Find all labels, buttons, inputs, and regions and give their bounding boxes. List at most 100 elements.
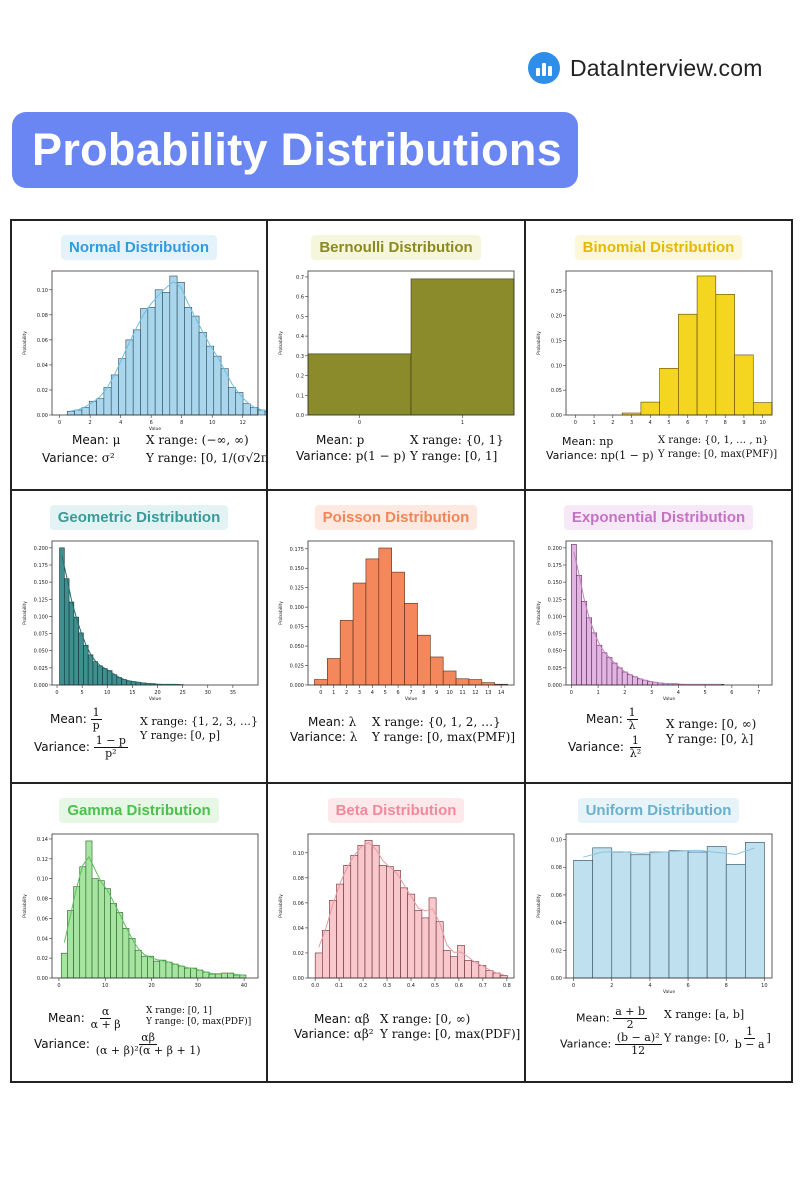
histogram-bar (206, 345, 215, 416)
y-tick-label: 0.00 (293, 976, 304, 982)
y-tick-label: 0.06 (293, 901, 304, 907)
y-tick-label: 0.125 (548, 597, 562, 603)
grid-border-top (10, 219, 793, 221)
histogram-bar (365, 558, 380, 686)
panel-title: Binomial Distribution (574, 235, 743, 260)
histogram-bar (97, 880, 105, 979)
x-tick-label: 0.1 (335, 983, 343, 989)
histogram-bar (111, 674, 118, 686)
y-tick-label: 0.200 (548, 546, 562, 552)
panel-gamma: Gamma Distribution 0.00 0.02 0.04 0.06 0.08 0… (12, 784, 266, 1081)
histogram-bar (97, 665, 103, 686)
x-tick-label: 4 (677, 690, 680, 696)
y-tick-label: 0.10 (37, 288, 48, 294)
x-tick-label: 1 (597, 690, 600, 696)
x-tick-label: 20 (148, 983, 154, 989)
histogram-bar (378, 547, 392, 686)
x-tick-label: 0.0 (311, 983, 319, 989)
uniform-chart: 0.00 0.02 0.04 0.06 0.08 0.10 0 2 4 6 8 10 Probabili… (536, 833, 773, 994)
x-tick-label: 40 (241, 983, 247, 989)
variance-formula: αβ² (353, 1027, 374, 1041)
x-tick-label: 6 (686, 420, 689, 426)
yrange-value: [0, 1/(σ√2π)] (201, 451, 266, 465)
x-tick-label: 4 (371, 690, 374, 696)
histogram-bar (391, 571, 405, 686)
y-tick-label: 0.150 (34, 580, 48, 586)
y-tick-label: 0.10 (551, 363, 562, 369)
yrange-denominator: b − a (734, 1038, 765, 1051)
histogram-bar (485, 970, 494, 979)
panel-title: Bernoulli Distribution (311, 235, 481, 260)
normal-chart: 0.00 0.02 0.04 0.06 0.08 0.10 0 2 4 6 8 10 12 Probabi… (22, 270, 266, 431)
histogram-bar (352, 582, 367, 686)
variance-formula: p(1 − p) (355, 449, 406, 463)
histogram-bar (81, 407, 90, 416)
y-tick-label: 0.06 (37, 338, 48, 344)
histogram-bar (104, 888, 111, 979)
histogram-bar (339, 620, 354, 686)
histogram-bar (239, 974, 247, 979)
y-tick-label: 0.15 (551, 339, 562, 345)
x-tick-label: 3 (650, 690, 653, 696)
x-tick-label: 5 (81, 690, 84, 696)
panel-title: Geometric Distribution (49, 505, 229, 530)
y-tick-label: 0.08 (551, 865, 562, 871)
x-tick-label: 0 (55, 690, 58, 696)
histogram-bar (632, 676, 638, 686)
histogram-bar (242, 403, 251, 416)
histogram-bar (336, 883, 344, 979)
xrange-value: {1, 2, 3, …} (191, 715, 258, 728)
histogram-bar (314, 679, 328, 686)
x-tick-label: 8 (724, 420, 727, 426)
y-tick-label: 0.14 (37, 837, 48, 843)
grid-divider-v1 (266, 219, 268, 1083)
bernoulli-chart: 0.0 0.1 0.2 0.3 0.4 0.5 0.6 0.7 0 1 Probability (278, 270, 515, 426)
y-tick-label: 0.6 (296, 295, 304, 301)
yrange-label: Y range: (380, 1027, 432, 1041)
beta-formulas: Mean: αβ Variance: αβ² X range: [0, ∞) Y… (268, 992, 524, 1052)
mean-formula: μ (112, 433, 121, 447)
histogram-bar (154, 289, 163, 416)
histogram-bar (73, 886, 81, 979)
histogram-bar (606, 657, 613, 686)
y-tick-label: 0.100 (290, 605, 304, 611)
kde-curve (318, 842, 504, 976)
histogram-bar (235, 392, 244, 416)
x-tick-label: 2 (610, 983, 613, 989)
y-tick-label: 0.025 (290, 664, 304, 670)
grid-divider-h1 (10, 489, 793, 491)
y-axis-label: Probability (278, 601, 284, 625)
x-tick-label: 7 (705, 420, 708, 426)
mean-formula: np (599, 435, 614, 448)
histogram-bar (60, 952, 68, 979)
y-tick-label: 0.175 (290, 547, 304, 553)
x-tick-label: 2 (89, 420, 92, 426)
x-tick-label: 8 (422, 690, 425, 696)
x-tick-label: 7 (409, 690, 412, 696)
y-tick-label: 0.10 (37, 877, 48, 883)
x-tick-label: 6 (686, 983, 689, 989)
x-tick-label: 0.2 (359, 983, 367, 989)
brand-name[interactable]: DataInterview.com (570, 54, 763, 81)
y-axis-label: Probability (536, 601, 542, 625)
histogram-bar (169, 275, 178, 416)
yrange-label: Y range: (146, 451, 198, 465)
x-axis-label: Value (663, 989, 676, 994)
histogram-bar (198, 332, 207, 416)
histogram-bar (153, 960, 161, 979)
mean-label: Mean: (586, 712, 623, 726)
y-tick-label: 0.08 (293, 876, 304, 882)
x-tick-label: 13 (485, 690, 491, 696)
x-tick-label: 10 (446, 690, 452, 696)
y-tick-label: 0.10 (551, 838, 562, 844)
kde-curve (61, 555, 182, 686)
histogram-bar (410, 278, 515, 416)
y-tick-label: 0.125 (290, 586, 304, 592)
panel-binomial: Binomial Distribution 0.00 0.05 0.10 0.15 0.… (526, 221, 791, 489)
xrange-value: {0, 1, 2, …} (427, 715, 501, 729)
histogram-bar (122, 928, 130, 979)
y-tick-label: 0.175 (34, 563, 48, 569)
x-tick-label: 0.4 (407, 983, 415, 989)
histogram-bar (455, 678, 470, 686)
y-tick-label: 0.20 (551, 314, 562, 320)
